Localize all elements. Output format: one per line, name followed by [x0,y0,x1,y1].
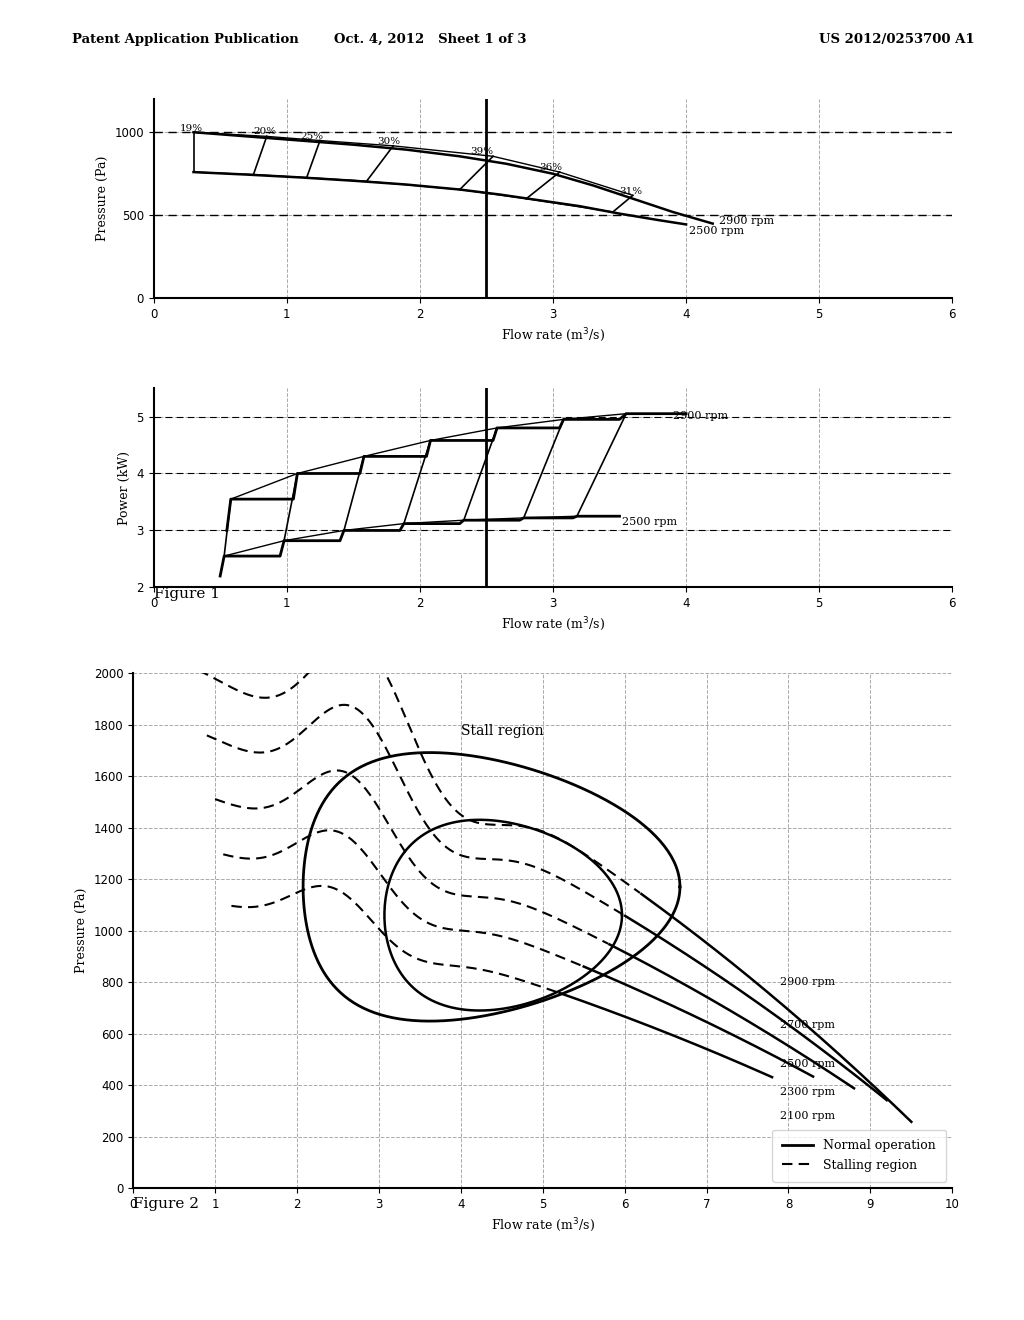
Text: Figure 2: Figure 2 [133,1197,199,1210]
Text: US 2012/0253700 A1: US 2012/0253700 A1 [819,33,975,46]
Text: 25%: 25% [300,132,324,141]
Text: 2300 rpm: 2300 rpm [780,1088,836,1097]
Text: 19%: 19% [180,124,204,132]
Text: Patent Application Publication: Patent Application Publication [72,33,298,46]
Text: Oct. 4, 2012   Sheet 1 of 3: Oct. 4, 2012 Sheet 1 of 3 [334,33,526,46]
Text: 2500 rpm: 2500 rpm [780,1059,836,1069]
Text: 2900 rpm: 2900 rpm [719,215,774,226]
Text: 39%: 39% [470,148,494,156]
Text: 2700 rpm: 2700 rpm [780,1020,836,1031]
Text: 2900 rpm: 2900 rpm [673,412,728,421]
X-axis label: Flow rate (m$^3$/s): Flow rate (m$^3$/s) [501,326,605,345]
Text: 31%: 31% [620,186,643,195]
Y-axis label: Pressure (Pa): Pressure (Pa) [95,156,109,242]
Text: 2900 rpm: 2900 rpm [780,977,836,986]
Text: Stall region: Stall region [461,723,544,738]
Legend: Normal operation, Stalling region: Normal operation, Stalling region [772,1130,946,1181]
X-axis label: Flow rate (m$^3$/s): Flow rate (m$^3$/s) [490,1216,595,1234]
Text: 36%: 36% [540,164,563,172]
Text: 2100 rpm: 2100 rpm [780,1110,836,1121]
Text: 2500 rpm: 2500 rpm [689,226,743,235]
Text: 2500 rpm: 2500 rpm [623,516,677,527]
Text: 20%: 20% [254,127,276,136]
Y-axis label: Power (kW): Power (kW) [118,450,131,525]
X-axis label: Flow rate (m$^3$/s): Flow rate (m$^3$/s) [501,615,605,634]
Text: 30%: 30% [377,137,400,145]
Y-axis label: Pressure (Pa): Pressure (Pa) [75,888,88,973]
Text: Figure 1: Figure 1 [154,587,219,601]
